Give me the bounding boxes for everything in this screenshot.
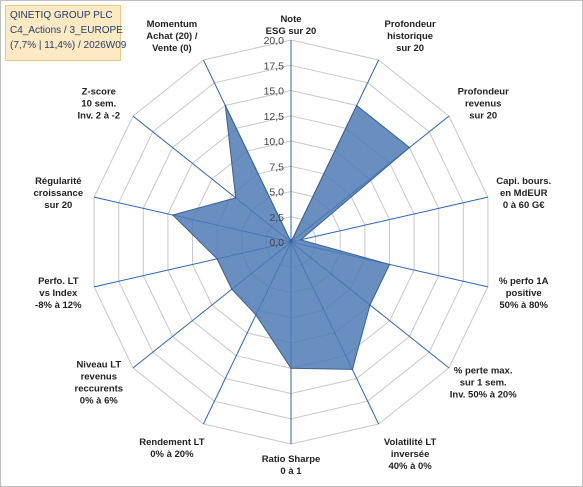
data-point [355,104,358,107]
data-point [224,104,227,107]
data-point [300,239,302,241]
data-point [408,146,411,149]
data-point [234,197,237,199]
radial-tick-label: 5,0 [269,187,284,199]
radial-tick-label: 17,5 [264,60,285,72]
data-point [231,288,233,291]
radial-tick-label: 7,5 [269,161,284,173]
axis-label: Z-score 10 sem. Inv. 2 à -2 [78,86,121,121]
radial-tick-label: 10,0 [264,136,285,148]
chart-title-box: QINETIQ GROUP PLC C4_Actions / 3_EUROPE … [5,5,127,61]
title-stats: (7,7% | 11,4%) / 2026W09 [10,40,127,51]
data-point [172,214,174,216]
axis-label: Profondeur historique sur 20 [384,19,435,54]
axis-label: Momentum Achat (20) / Vente (0) [146,19,198,54]
radial-tick-label: 15,0 [264,86,285,98]
axis-label: Capi. bours. en MdEUR 0 à 60 G€ [496,176,551,211]
axis-label: Perfo. LT vs Index -8% à 12% [35,276,82,311]
axis-spoke [290,196,489,243]
title-company: QINETIQ GROUP PLC [10,10,113,21]
axis-label: Rendement LT 0% à 20% [139,437,204,460]
axis-label: Note ESG sur 20 [266,14,317,37]
data-point [255,314,257,316]
radial-tick-label: 0,0 [269,237,284,249]
axis-label: Régularité croissance sur 20 [33,176,83,211]
data-point [290,367,292,370]
axis-label: Niveau LT revenus reccurents 0% à 6% [75,360,124,407]
axis-label: % perte max. sur 1 sem. Inv. 50% à 20% [450,366,517,401]
radial-tick-label: 12,5 [264,111,285,123]
data-point [290,241,292,243]
data-point [388,263,391,266]
data-point [351,368,354,371]
radial-tick-label: 2,5 [269,212,284,224]
axis-label: Volatilité LT inversée 40% à 0% [384,437,437,472]
axis-label: Profondeur revenus sur 20 [458,86,509,121]
axis-label: % perfo 1A positive 50% à 80% [499,276,549,311]
data-point [216,258,218,260]
axis-label: Ratio Sharpe 0 à 1 [262,454,321,477]
data-point [369,304,371,306]
radial-tick-label: 20,0 [264,35,285,47]
title-category: C4_Actions / 3_EUROPE [10,25,123,36]
